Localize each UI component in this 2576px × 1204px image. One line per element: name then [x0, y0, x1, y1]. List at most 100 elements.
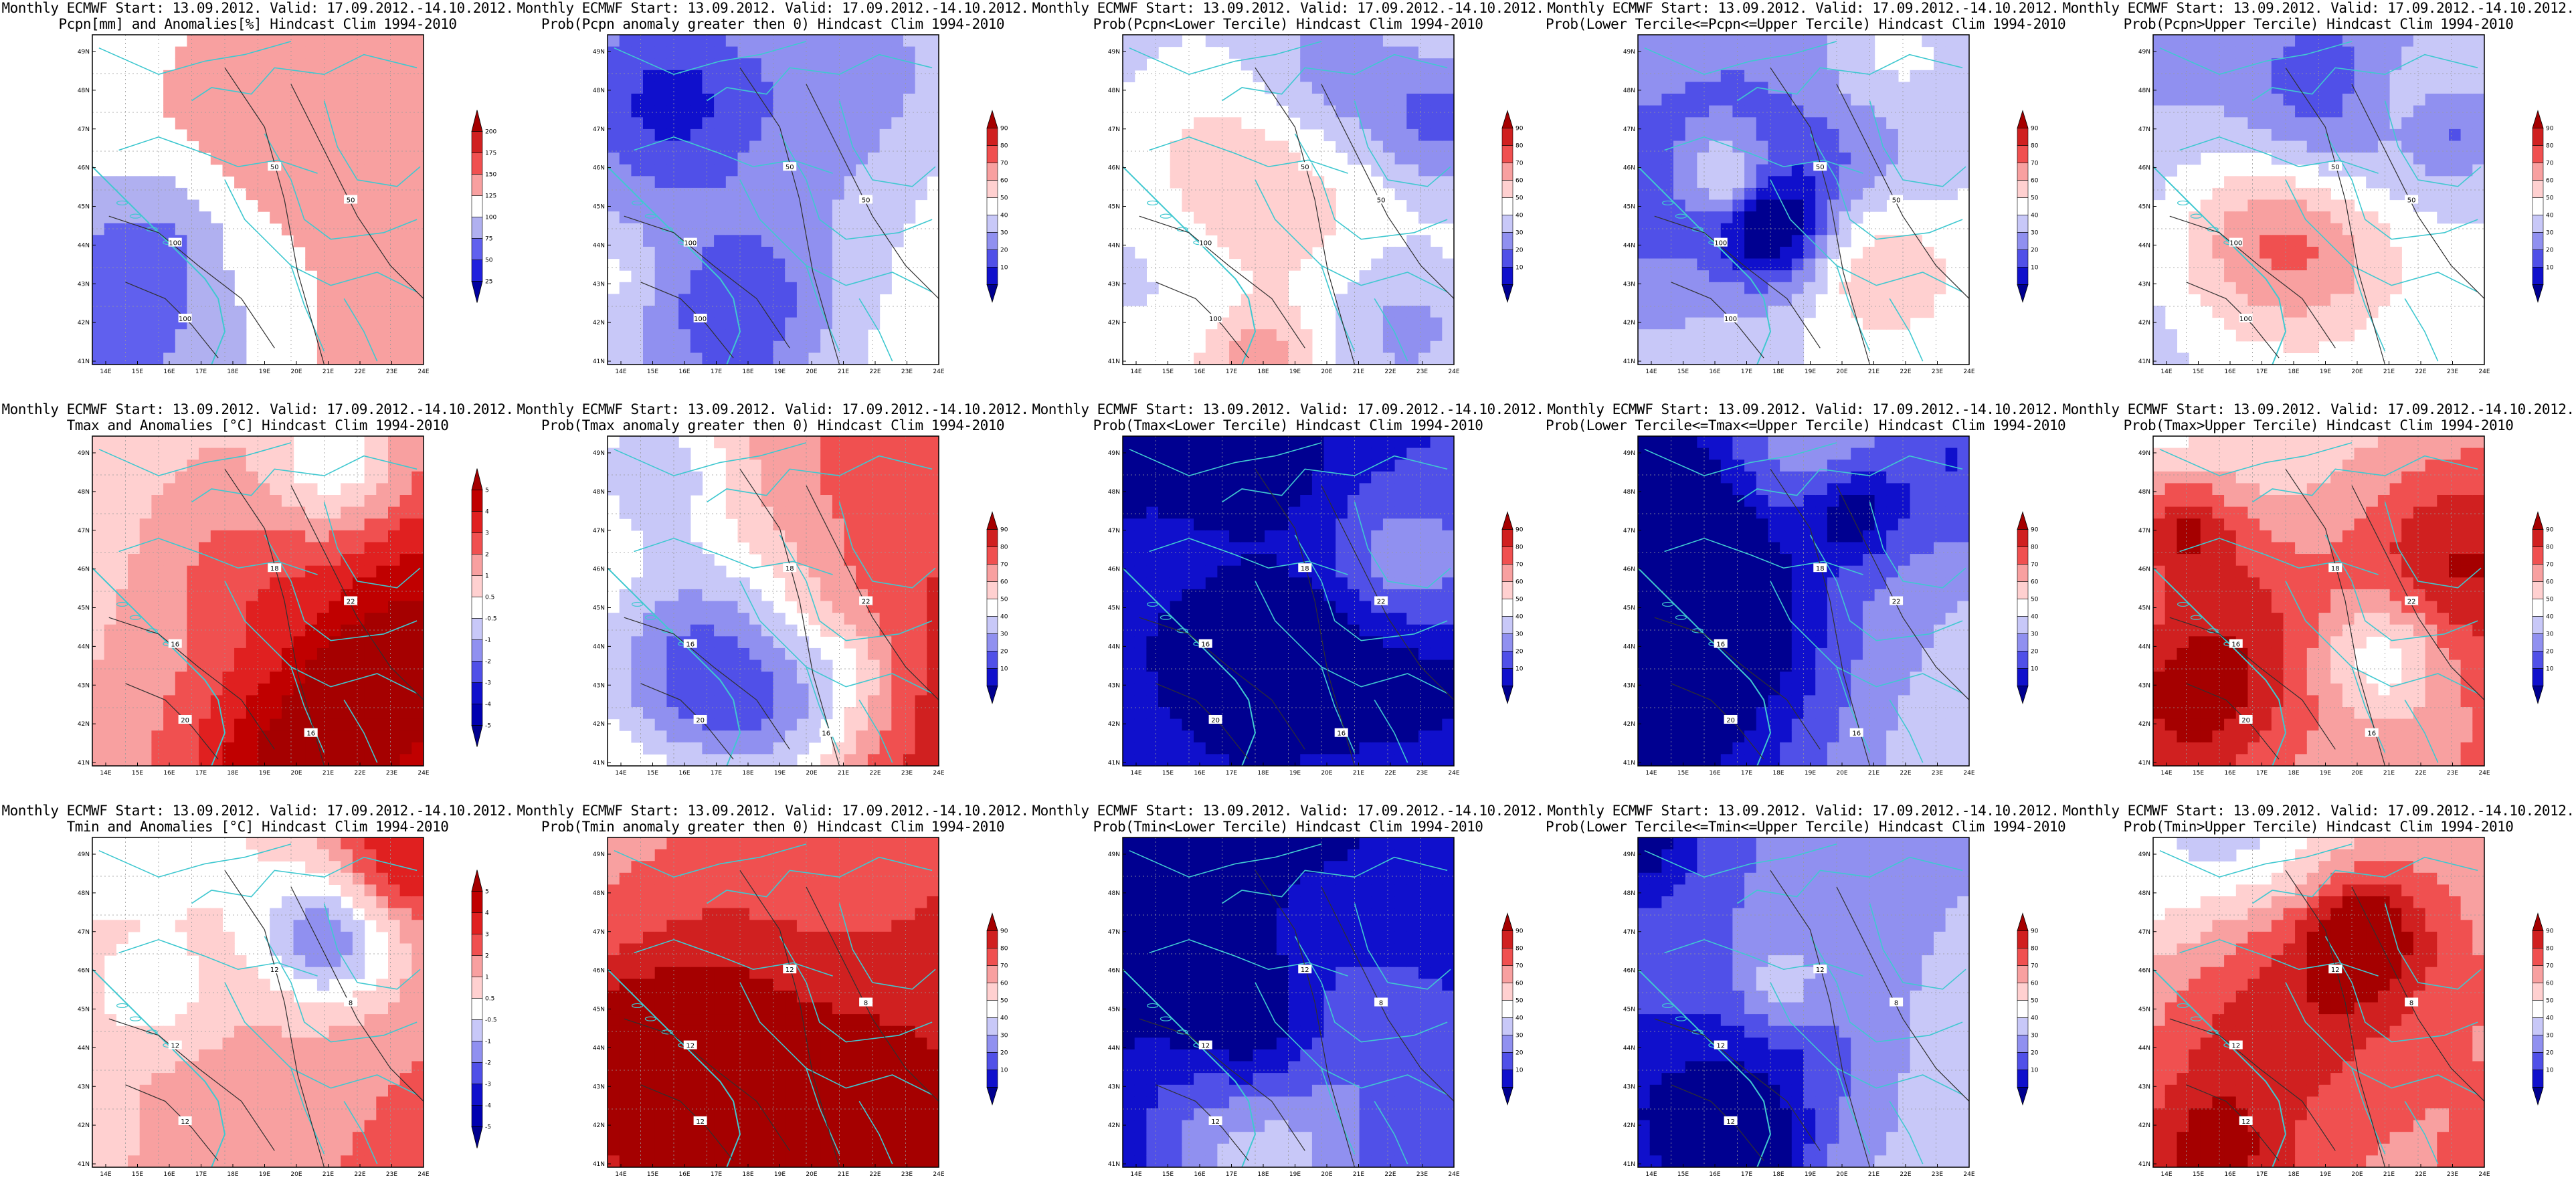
field-cell: [1685, 317, 1697, 330]
field-cell: [2413, 117, 2426, 130]
field-cell: [1442, 270, 1454, 283]
field-cell: [1382, 82, 1396, 94]
color-bar-label: 30: [1000, 230, 1008, 237]
field-cell: [293, 683, 306, 696]
field-cell: [808, 518, 821, 531]
field-cell: [2200, 223, 2213, 235]
field-cell: [411, 211, 424, 224]
field-cell: [1394, 282, 1407, 294]
field-cell: [222, 495, 235, 508]
field-cell: [608, 128, 620, 142]
contour-label-bg: [1374, 195, 1388, 204]
field-cell: [2189, 82, 2201, 94]
field-cell: [222, 270, 235, 283]
field-cell: [820, 353, 833, 365]
field-cell: [293, 70, 306, 82]
field-cell: [2472, 176, 2484, 189]
panel-title-line2: Prob(Pcpn<Lower Tercile) Hindcast Clim 1…: [1093, 16, 1483, 32]
field-cell: [749, 660, 762, 672]
field-cell: [737, 660, 750, 672]
field-cell: [1336, 58, 1348, 71]
field-cell: [151, 340, 164, 353]
field-cell: [329, 140, 341, 153]
field-cell: [856, 742, 868, 755]
field-cell: [666, 246, 679, 260]
field-cell: [1768, 46, 1780, 59]
field-cell: [305, 187, 318, 201]
field-cell: [808, 530, 821, 543]
field-cell: [1744, 117, 1757, 130]
field-cell: [139, 340, 152, 353]
field-cell: [1406, 294, 1419, 306]
field-cell: [2377, 164, 2391, 177]
map-plot: 100505010049N48N47N46N45N44N43N42N41N14E…: [593, 34, 1008, 375]
field-cell: [1406, 117, 1419, 130]
field-cell: [104, 294, 116, 306]
field-cell: [258, 589, 270, 602]
field-cell: [2449, 82, 2462, 94]
field-cell: [1288, 329, 1301, 342]
field-cell: [1874, 306, 1887, 318]
field-cell: [234, 730, 247, 743]
field-cell: [1359, 70, 1372, 82]
field-cell: [234, 471, 247, 484]
field-cell: [844, 164, 856, 177]
field-cell: [1839, 164, 1851, 177]
field-cell: [1418, 153, 1431, 165]
lon-label: 20E: [2351, 369, 2363, 375]
field-cell: [163, 589, 176, 602]
field-cell: [1732, 105, 1745, 118]
field-cell: [608, 176, 620, 189]
field-cell: [1697, 140, 1710, 153]
field-cell: [92, 294, 105, 306]
field-cell: [891, 164, 904, 177]
field-cell: [1265, 258, 1277, 271]
field-cell: [2283, 105, 2296, 118]
field-cell: [796, 471, 810, 484]
field-cell: [234, 672, 247, 684]
field-cell: [690, 105, 703, 118]
field-cell: [737, 140, 750, 153]
field-cell: [175, 577, 188, 590]
field-cell: [643, 282, 656, 294]
field-cell: [1791, 199, 1805, 212]
field-cell: [631, 258, 644, 271]
field-cell: [210, 460, 223, 472]
lon-label: 22E: [354, 369, 365, 375]
field-cell: [1661, 270, 1674, 283]
field-cell: [388, 282, 401, 294]
field-cell: [1697, 246, 1710, 260]
color-bar-label: -5: [485, 723, 491, 730]
field-cell: [1673, 340, 1686, 353]
field-cell: [2295, 140, 2308, 153]
color-bar-segment: [986, 267, 998, 285]
field-cell: [128, 447, 141, 460]
field-cell: [92, 223, 105, 235]
field-cell: [116, 730, 128, 743]
field-cell: [856, 577, 868, 590]
field-cell: [175, 436, 188, 449]
field-cell: [1697, 117, 1710, 130]
field-cell: [163, 317, 176, 330]
lat-label: 46N: [2138, 165, 2150, 172]
field-cell: [1371, 353, 1384, 365]
field-cell: [1229, 211, 1242, 224]
field-cell: [915, 58, 927, 71]
field-cell: [1182, 176, 1194, 189]
field-cell: [761, 495, 774, 508]
field-cell: [1827, 46, 1840, 59]
field-cell: [856, 436, 868, 449]
field-cell: [199, 436, 211, 449]
field-cell: [608, 447, 620, 460]
field-cell: [116, 672, 128, 684]
field-cell: [1253, 128, 1265, 142]
field-cell: [399, 82, 412, 94]
field-cell: [1827, 70, 1840, 82]
field-cell: [643, 353, 656, 365]
field-cell: [388, 70, 401, 82]
field-cell: [388, 246, 401, 260]
field-cell: [844, 82, 856, 94]
field-cell: [867, 577, 881, 590]
lon-label: 23E: [386, 770, 397, 777]
